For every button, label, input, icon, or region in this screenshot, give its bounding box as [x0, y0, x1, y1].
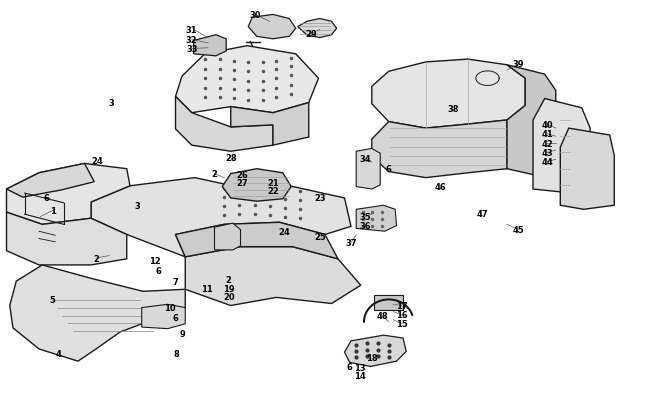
Polygon shape: [344, 335, 406, 367]
Text: 46: 46: [435, 183, 447, 192]
Text: 6: 6: [44, 193, 50, 202]
Text: 24: 24: [92, 157, 103, 166]
Text: 6: 6: [172, 313, 179, 322]
Polygon shape: [176, 223, 338, 259]
Text: 3: 3: [135, 201, 140, 210]
Text: 19: 19: [223, 284, 235, 293]
Text: 14: 14: [354, 371, 365, 380]
Text: 2: 2: [211, 170, 218, 179]
Text: 9: 9: [179, 330, 185, 339]
Polygon shape: [214, 224, 240, 250]
Polygon shape: [372, 121, 507, 178]
Text: 27: 27: [236, 179, 248, 188]
Text: 21: 21: [267, 179, 279, 188]
Text: 40: 40: [541, 120, 553, 129]
Polygon shape: [91, 178, 351, 257]
Text: 42: 42: [541, 139, 553, 148]
Text: 44: 44: [541, 158, 553, 166]
Polygon shape: [533, 99, 590, 192]
Polygon shape: [356, 206, 396, 232]
Text: 32: 32: [186, 36, 198, 45]
Text: 26: 26: [236, 171, 248, 179]
Text: 47: 47: [476, 209, 488, 218]
Text: 29: 29: [305, 30, 317, 39]
Text: 28: 28: [225, 153, 237, 162]
Text: 37: 37: [345, 239, 357, 247]
Text: 6: 6: [155, 266, 161, 275]
Polygon shape: [560, 129, 614, 210]
Text: 5: 5: [49, 295, 55, 304]
Polygon shape: [6, 213, 127, 265]
Text: 18: 18: [366, 353, 378, 362]
Text: 33: 33: [186, 45, 198, 54]
Text: 8: 8: [174, 349, 179, 358]
Text: 10: 10: [164, 303, 176, 312]
Text: 22: 22: [267, 187, 279, 196]
Polygon shape: [142, 305, 185, 329]
Text: 35: 35: [359, 212, 371, 221]
Polygon shape: [248, 15, 296, 40]
Text: 41: 41: [541, 130, 553, 139]
Text: 2: 2: [93, 254, 99, 263]
Text: 4: 4: [55, 349, 62, 358]
Text: 39: 39: [513, 60, 525, 69]
Polygon shape: [231, 103, 309, 146]
Text: 3: 3: [109, 99, 114, 108]
Text: 6: 6: [346, 362, 353, 371]
Polygon shape: [298, 19, 337, 38]
Text: 48: 48: [376, 311, 388, 320]
Polygon shape: [194, 36, 226, 57]
Text: 12: 12: [149, 256, 161, 265]
Text: 38: 38: [448, 105, 460, 114]
Polygon shape: [176, 47, 318, 113]
Text: 23: 23: [314, 194, 326, 203]
Text: 16: 16: [396, 311, 408, 320]
Text: 20: 20: [223, 292, 235, 301]
Text: 6: 6: [385, 165, 392, 174]
Text: 11: 11: [201, 284, 213, 293]
Polygon shape: [374, 296, 403, 310]
Polygon shape: [507, 66, 556, 180]
Text: 17: 17: [396, 301, 408, 310]
Polygon shape: [185, 247, 361, 306]
Text: 36: 36: [359, 222, 371, 230]
Text: 15: 15: [396, 320, 408, 328]
Polygon shape: [6, 164, 130, 225]
Text: 25: 25: [314, 232, 326, 241]
Text: 31: 31: [186, 26, 198, 35]
Polygon shape: [176, 97, 273, 152]
Text: 34: 34: [359, 154, 371, 163]
Polygon shape: [372, 60, 525, 129]
Polygon shape: [10, 265, 185, 361]
Polygon shape: [222, 169, 291, 202]
Text: 2: 2: [226, 275, 232, 284]
Text: 7: 7: [173, 277, 178, 286]
Polygon shape: [356, 149, 380, 190]
Polygon shape: [6, 164, 94, 198]
Text: 45: 45: [513, 226, 525, 234]
Text: 1: 1: [50, 206, 57, 215]
Text: 13: 13: [354, 363, 365, 372]
Text: 24: 24: [279, 227, 291, 236]
Text: 43: 43: [541, 149, 553, 158]
Text: 30: 30: [249, 11, 261, 20]
